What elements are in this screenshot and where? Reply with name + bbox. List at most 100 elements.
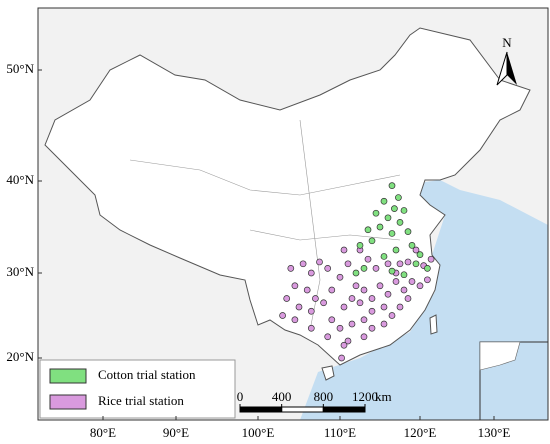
rice-station [283, 295, 291, 302]
cotton-station [360, 265, 368, 272]
rice-station [372, 265, 380, 272]
scale-segment [322, 406, 366, 413]
cotton-station [384, 214, 392, 222]
rice-station [360, 316, 368, 324]
rice-station [376, 282, 384, 290]
cotton-station [368, 237, 376, 245]
lon-label: 130°E [478, 425, 511, 440]
lon-label: 100°E [242, 425, 275, 440]
rice-station [368, 324, 376, 332]
rice-station [303, 286, 311, 294]
rice-station [380, 303, 388, 311]
cotton-station [408, 242, 416, 249]
cotton-station [376, 223, 384, 231]
rice-station [412, 246, 420, 254]
scale-label: 0 [237, 389, 244, 404]
cotton-station [395, 194, 402, 201]
rice-station [348, 320, 356, 328]
cotton-station [380, 253, 388, 260]
legend-label: Cotton trial station [98, 367, 196, 382]
rice-station [324, 333, 332, 341]
legend-label: Rice trial station [98, 393, 184, 408]
rice-station [392, 278, 400, 285]
rice-station [320, 299, 327, 307]
rice-station [424, 276, 431, 284]
scale-segment [239, 406, 283, 413]
rice-station [360, 333, 368, 341]
rice-station [368, 307, 376, 315]
north-arrow: N [496, 35, 517, 86]
rice-station [336, 273, 344, 281]
rice-station [340, 341, 348, 349]
rice-station [312, 295, 319, 302]
province-border [299, 119, 321, 331]
rice-station [404, 258, 412, 266]
cotton-station [352, 269, 360, 277]
legend-swatch [49, 368, 87, 384]
rice-station [344, 260, 352, 268]
rice-station [328, 286, 336, 294]
cotton-station [372, 209, 380, 217]
lon-label: 80°E [90, 425, 116, 440]
rice-station [291, 282, 299, 290]
north-arrow-right [507, 52, 517, 85]
legend-swatch [49, 394, 87, 410]
rice-station [352, 282, 360, 290]
rice-station [356, 299, 364, 307]
rice-station [396, 260, 404, 268]
rice-station [279, 312, 286, 319]
lat-label: 50°N [6, 61, 34, 76]
province-border [129, 159, 401, 196]
rice-station [287, 265, 295, 272]
rice-station [340, 246, 348, 254]
province-border [249, 229, 401, 241]
scale-label: 1200 [352, 389, 378, 404]
rice-station [384, 290, 392, 298]
cotton-station [391, 205, 398, 212]
rice-station [344, 337, 352, 345]
cotton-station [412, 260, 420, 268]
cotton-station [396, 219, 404, 226]
taiwan [429, 314, 438, 335]
rice-station [336, 324, 344, 332]
lat-label: 30°N [6, 264, 34, 279]
cotton-station [388, 267, 396, 275]
rice-station [299, 260, 307, 268]
rice-station [416, 282, 424, 290]
rice-station [360, 286, 368, 294]
cotton-station [388, 230, 396, 237]
lat-label: 40°N [6, 172, 34, 187]
rice-station [348, 295, 356, 302]
rice-station [384, 260, 392, 268]
cotton-station [364, 226, 372, 234]
cotton-station [388, 182, 396, 189]
cotton-station [400, 271, 408, 279]
cotton-station [424, 265, 431, 272]
cotton-station [356, 242, 364, 249]
hainan [321, 365, 335, 381]
cotton-station [416, 251, 424, 258]
rice-station [328, 316, 336, 324]
rice-station [404, 295, 412, 302]
cotton-station [380, 197, 388, 205]
inset-land [479, 341, 521, 371]
scale-label: 400 [272, 389, 292, 404]
rice-station [307, 269, 315, 277]
rice-station [338, 354, 345, 362]
rice-station [340, 303, 348, 311]
rice-station [400, 286, 408, 294]
rice-station [307, 324, 315, 332]
rice-station [295, 303, 303, 311]
rice-station [408, 278, 416, 285]
rice-station [324, 265, 332, 272]
rice-station [307, 307, 315, 315]
rice-station [364, 255, 372, 263]
scale-segment [281, 406, 324, 413]
north-label: N [502, 35, 512, 50]
scale-unit: km [375, 389, 392, 404]
cotton-station [404, 228, 412, 235]
rice-station [291, 316, 299, 324]
rice-station [380, 320, 388, 328]
rice-station [388, 312, 396, 319]
